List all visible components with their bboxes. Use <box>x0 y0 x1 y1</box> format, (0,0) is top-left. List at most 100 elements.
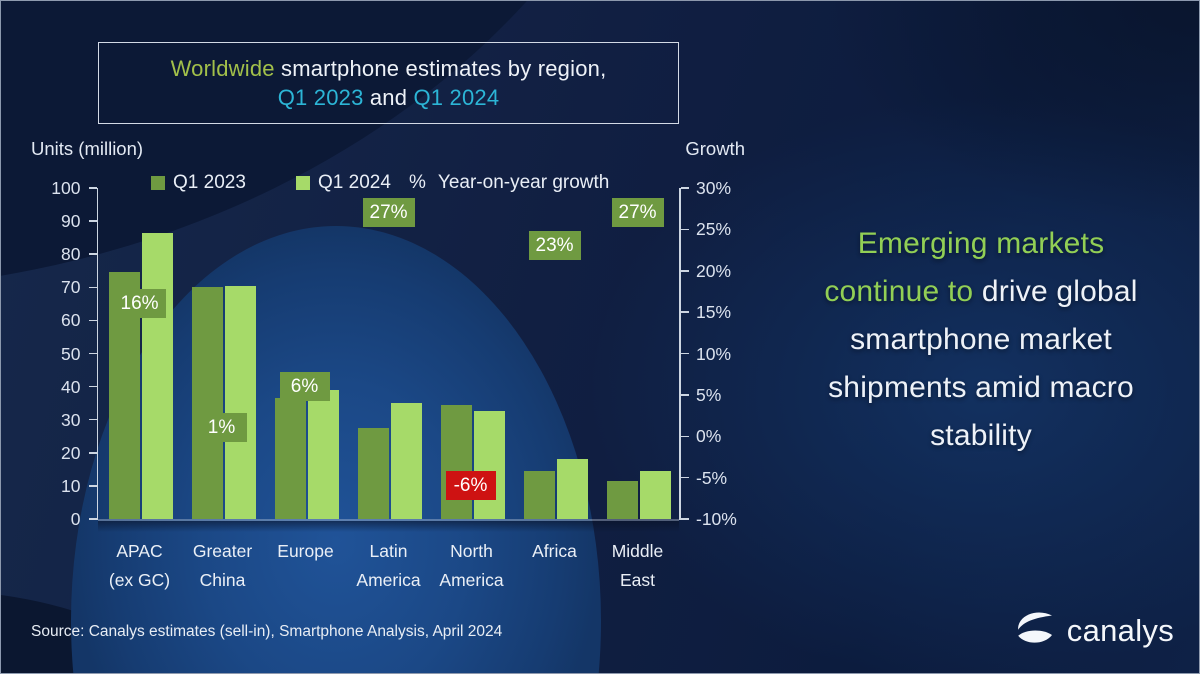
legend-growth-label: Year-on-year growth <box>437 172 610 193</box>
legend-swatch-q1-2023 <box>151 176 165 190</box>
right-axis-tick-label: -5% <box>696 467 728 488</box>
plot-baseline-shadow <box>98 520 679 532</box>
legend-growth-symbol: % <box>409 172 426 193</box>
text-segment: Q1 2023 <box>277 84 364 110</box>
category-label-line: China <box>199 570 246 590</box>
bar-q1-2024-latin-america <box>391 403 422 519</box>
category-label-line: Africa <box>532 541 577 561</box>
category-label-line: America <box>356 570 421 590</box>
category-label-north-america: North America <box>424 537 520 595</box>
legend-swatch-q1-2024 <box>296 176 310 190</box>
source-note: Source: Canalys estimates (sell-in), Sma… <box>31 623 503 640</box>
text-segment: Q1 2024 <box>413 84 500 110</box>
text-segment: Worldwide <box>170 55 282 81</box>
left-axis-tick-label: 10 <box>61 475 81 496</box>
left-axis-tick-label: 0 <box>70 509 81 529</box>
bar-q1-2023-africa <box>524 471 555 519</box>
text-segment: stability <box>930 419 1032 452</box>
legend-item-q1-2023: Q1 2023 <box>151 172 246 194</box>
right-axis-tick <box>680 270 689 272</box>
right-axis-tick-label: 15% <box>696 302 732 323</box>
text-segment: Emerging markets <box>857 227 1105 260</box>
text-segment: smartphone market <box>850 323 1112 356</box>
right-axis-tick <box>680 476 689 479</box>
right-axis-tick-label: 10% <box>696 343 732 364</box>
growth-label-middle-east: 27% <box>611 198 664 228</box>
bar-q1-2024-europe <box>308 389 339 519</box>
insight-line: stability <box>764 412 1198 460</box>
text-segment: drive global <box>981 275 1138 308</box>
left-axis-tick <box>88 286 97 289</box>
growth-label-latin-america: 27% <box>362 198 415 228</box>
right-axis-line <box>679 188 681 520</box>
left-axis-tick <box>88 220 97 222</box>
canalys-logo-icon <box>1017 612 1052 643</box>
bar-q1-2023-greater-china <box>192 287 223 519</box>
text-segment: continue to <box>824 275 982 308</box>
growth-label-greater-china: 1% <box>196 413 247 443</box>
canalys-logo: canalys <box>1012 608 1174 654</box>
bar-q1-2024-middle-east <box>640 471 671 519</box>
left-axis-tick <box>88 253 97 255</box>
left-axis-tick-label: 30 <box>61 409 81 430</box>
category-label-line: Latin <box>369 541 408 561</box>
bar-q1-2023-latin-america <box>358 427 389 519</box>
bar-q1-2023-europe <box>275 398 306 519</box>
left-axis-tick-label: 90 <box>61 211 81 232</box>
left-axis-tick <box>88 518 97 520</box>
growth-label-europe: 6% <box>279 372 330 402</box>
right-axis-tick-label: 20% <box>696 260 732 281</box>
category-label-line: America <box>439 570 504 590</box>
left-axis-tick-label: 20 <box>61 442 81 463</box>
left-axis-tick-label: 100 <box>51 178 81 198</box>
right-axis-tick-label: 5% <box>696 384 722 405</box>
left-axis-tick-label: 60 <box>61 310 81 331</box>
legend-label-q1-2023: Q1 2023 <box>173 172 246 193</box>
bar-q1-2024-greater-china <box>225 285 256 519</box>
bar-q1-2024-north-america <box>474 411 505 519</box>
text-segment: and <box>363 84 414 110</box>
right-axis-tick <box>680 518 689 520</box>
insight-line: shipments amid macro <box>764 364 1198 412</box>
right-axis-tick <box>680 352 689 355</box>
bar-q1-2023-middle-east <box>607 480 638 519</box>
left-axis-tick <box>88 418 97 421</box>
right-axis-tick <box>680 311 689 313</box>
category-label-latin-america: Latin America <box>341 537 437 595</box>
chart-title-line-2: Q1 2023 and Q1 2024 <box>278 85 500 111</box>
canalys-logo-text: canalys <box>1066 613 1174 648</box>
left-axis-title: Units (million) <box>31 138 144 159</box>
bar-q1-2024-apac-ex-gc- <box>142 233 173 519</box>
text-segment: smartphone estimates by region, <box>281 55 607 81</box>
right-axis-tick <box>680 187 689 189</box>
category-label-line: Greater <box>192 541 253 561</box>
right-axis-tick <box>680 228 689 231</box>
insight-text: Emerging markets continue to drive global… <box>764 220 1198 460</box>
left-axis-tick-label: 50 <box>61 343 81 364</box>
right-axis-tick-label: 0% <box>696 426 722 447</box>
bar-q1-2023-north-america <box>441 404 472 519</box>
growth-label-africa: 23% <box>528 231 581 261</box>
category-label-africa: Africa <box>507 537 603 566</box>
category-label-line: East <box>619 570 656 590</box>
category-label-line: Europe <box>277 541 334 561</box>
category-label-greater-china: Greater China <box>175 537 271 595</box>
insight-line: continue to drive global <box>764 268 1198 316</box>
left-axis-tick <box>88 319 97 322</box>
legend-item-growth: % Year-on-year growth <box>409 172 609 194</box>
category-label-middle-east: Middle East <box>590 537 686 595</box>
left-axis-tick-label: 80 <box>61 244 81 265</box>
category-label-europe: Europe <box>258 537 354 566</box>
category-label-apac-ex-gc-: APAC (ex GC) <box>92 537 188 595</box>
left-axis-tick <box>88 385 97 388</box>
right-axis-tick <box>680 394 689 396</box>
left-axis-tick-label: 40 <box>61 376 81 397</box>
left-axis-tick <box>88 485 97 487</box>
right-axis-tick-label: -10% <box>696 509 737 529</box>
legend-item-q1-2024: Q1 2024 <box>296 172 391 194</box>
chart-title-line-1: Worldwide smartphone estimates by region… <box>171 56 607 82</box>
category-label-line: North <box>450 541 493 561</box>
growth-label-apac-ex-gc-: 16% <box>113 289 166 319</box>
left-axis-tick <box>88 352 97 355</box>
chart-title-box: Worldwide smartphone estimates by region… <box>98 42 679 124</box>
